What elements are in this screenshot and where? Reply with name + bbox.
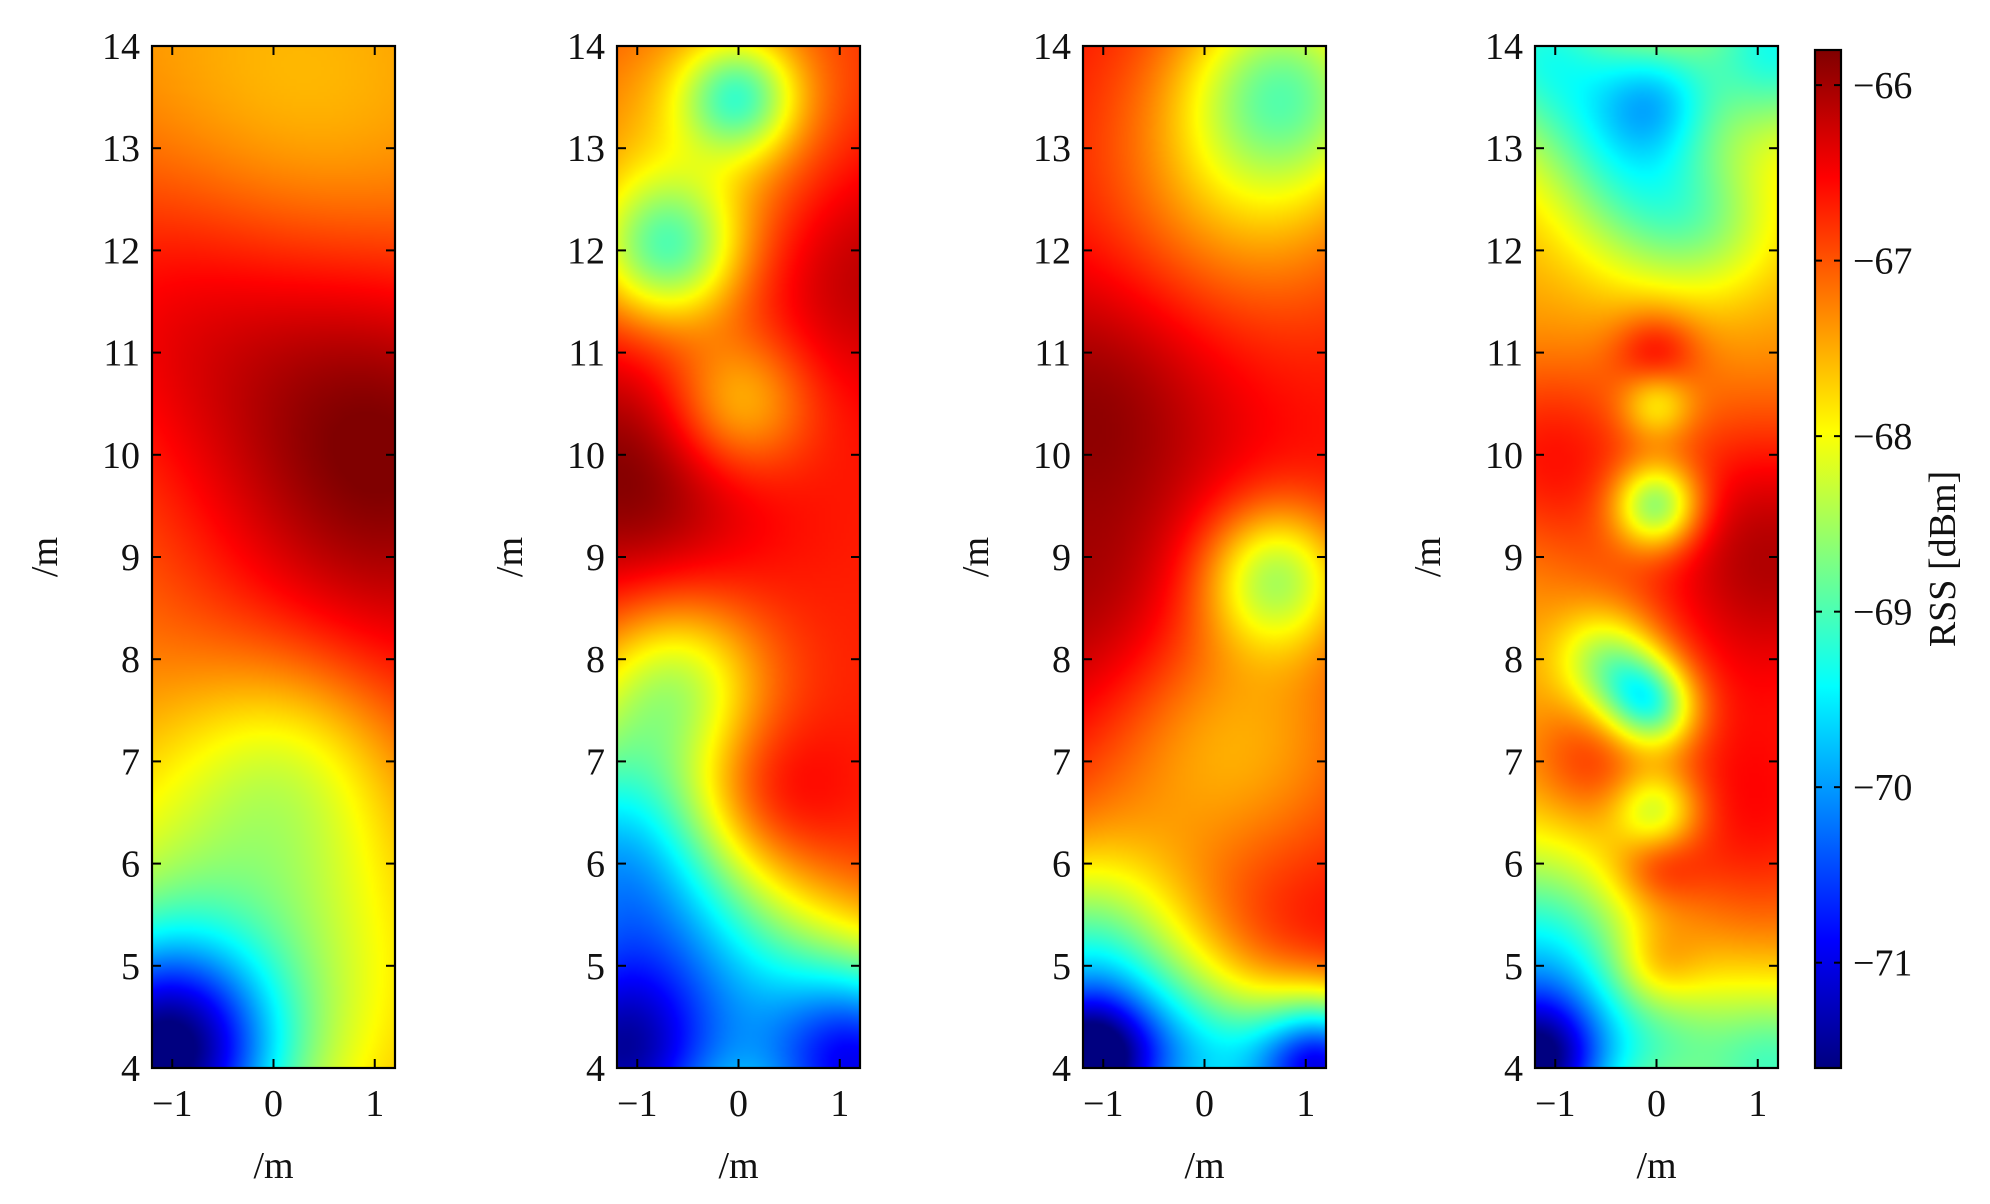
colorbar: −66 −67 −68 −69 −70 −71 RSS [dBm] [1813, 48, 1964, 1070]
colorbar-frame [1813, 48, 1843, 1070]
y-tick-label: 13 [567, 128, 605, 170]
y-tick-label: 13 [102, 128, 140, 170]
y-tick-label: 4 [1052, 1048, 1071, 1090]
y-tick-label: 6 [1052, 844, 1071, 886]
y-tick-label: 13 [1485, 128, 1523, 170]
y-tick-label: 8 [1504, 639, 1523, 681]
heatmap-panel-1: 4 5 6 7 8 9 10 11 12 13 14 −1 0 1/m/m [24, 26, 397, 1187]
x-tick-label: −1 [1083, 1083, 1123, 1125]
y-tick-label: 4 [586, 1048, 605, 1090]
y-tick-label: 5 [121, 946, 140, 988]
y-tick-label: 12 [102, 230, 140, 272]
colorbar-tick-label: −69 [1853, 592, 1912, 634]
y-tick-label: 5 [1052, 946, 1071, 988]
y-tick-label: 11 [1486, 333, 1523, 375]
y-tick-label: 10 [1485, 435, 1523, 477]
y-tick-label: 14 [102, 26, 140, 68]
y-axis-label: /m [489, 537, 531, 577]
y-tick-label: 10 [1033, 435, 1071, 477]
y-tick-label: 7 [586, 741, 605, 783]
x-tick-label: 1 [1296, 1083, 1315, 1125]
y-tick-label: 9 [586, 537, 605, 579]
colorbar-tick-label: −71 [1853, 943, 1912, 985]
x-axis-label: /m [1184, 1145, 1224, 1187]
x-axis-label: /m [718, 1145, 758, 1187]
y-tick-label: 5 [586, 946, 605, 988]
y-tick-label: 7 [1052, 741, 1071, 783]
y-tick-label: 5 [1504, 946, 1523, 988]
y-tick-label: 10 [567, 435, 605, 477]
y-tick-label: 12 [567, 230, 605, 272]
x-tick-label: 0 [1195, 1083, 1214, 1125]
y-tick-label: 8 [1052, 639, 1071, 681]
y-tick-label: 6 [121, 844, 140, 886]
y-tick-label: 6 [1504, 844, 1523, 886]
y-tick-label: 12 [1033, 230, 1071, 272]
y-tick-label: 13 [1033, 128, 1071, 170]
x-tick-label: −1 [617, 1083, 657, 1125]
y-tick-label: 14 [567, 26, 605, 68]
y-tick-label: 4 [1504, 1048, 1523, 1090]
x-tick-label: 0 [264, 1083, 283, 1125]
y-tick-label: 10 [102, 435, 140, 477]
x-tick-label: 1 [830, 1083, 849, 1125]
colorbar-label: RSS [dBm] [1922, 471, 1964, 647]
colorbar-tick-label: −70 [1853, 767, 1912, 809]
y-tick-label: 9 [121, 537, 140, 579]
y-tick-label: 14 [1033, 26, 1071, 68]
y-axis-label: /m [1407, 537, 1449, 577]
y-axis-label: /m [955, 537, 997, 577]
x-axis-label: /m [253, 1145, 293, 1187]
y-tick-label: 14 [1485, 26, 1523, 68]
y-tick-label: 9 [1504, 537, 1523, 579]
y-tick-label: 6 [586, 844, 605, 886]
heatmap-image [617, 46, 860, 1068]
y-tick-label: 11 [1034, 333, 1071, 375]
x-tick-label: 0 [729, 1083, 748, 1125]
heatmap-panel-2: 4 5 6 7 8 9 10 11 12 13 14 −1 0 1/m/m [489, 26, 862, 1187]
y-tick-label: 7 [121, 741, 140, 783]
heatmap-panel-3: 4 5 6 7 8 9 10 11 12 13 14 −1 0 1/m/m [955, 26, 1328, 1187]
y-axis-label: /m [24, 537, 66, 577]
colorbar-tick-label: −68 [1853, 416, 1912, 458]
x-axis-label: /m [1636, 1145, 1676, 1187]
colorbar-tick-label: −66 [1853, 65, 1912, 107]
y-tick-label: 11 [568, 333, 605, 375]
y-tick-label: 9 [1052, 537, 1071, 579]
heatmap-image [152, 46, 395, 1068]
heatmap-panel-4: 4 5 6 7 8 9 10 11 12 13 14 −1 0 1/m/m [1407, 26, 1780, 1187]
x-tick-label: −1 [1535, 1083, 1575, 1125]
y-tick-label: 8 [121, 639, 140, 681]
heatmap-image [1083, 46, 1326, 1068]
colorbar-gradient [1815, 50, 1841, 1068]
y-tick-label: 7 [1504, 741, 1523, 783]
y-tick-label: 8 [586, 639, 605, 681]
x-tick-label: 0 [1647, 1083, 1666, 1125]
x-tick-label: 1 [365, 1083, 384, 1125]
y-tick-label: 4 [121, 1048, 140, 1090]
y-tick-label: 11 [103, 333, 140, 375]
y-tick-label: 12 [1485, 230, 1523, 272]
colorbar-tick-label: −67 [1853, 241, 1912, 283]
x-tick-label: 1 [1748, 1083, 1767, 1125]
heatmap-image [1535, 46, 1778, 1068]
x-tick-label: −1 [152, 1083, 192, 1125]
